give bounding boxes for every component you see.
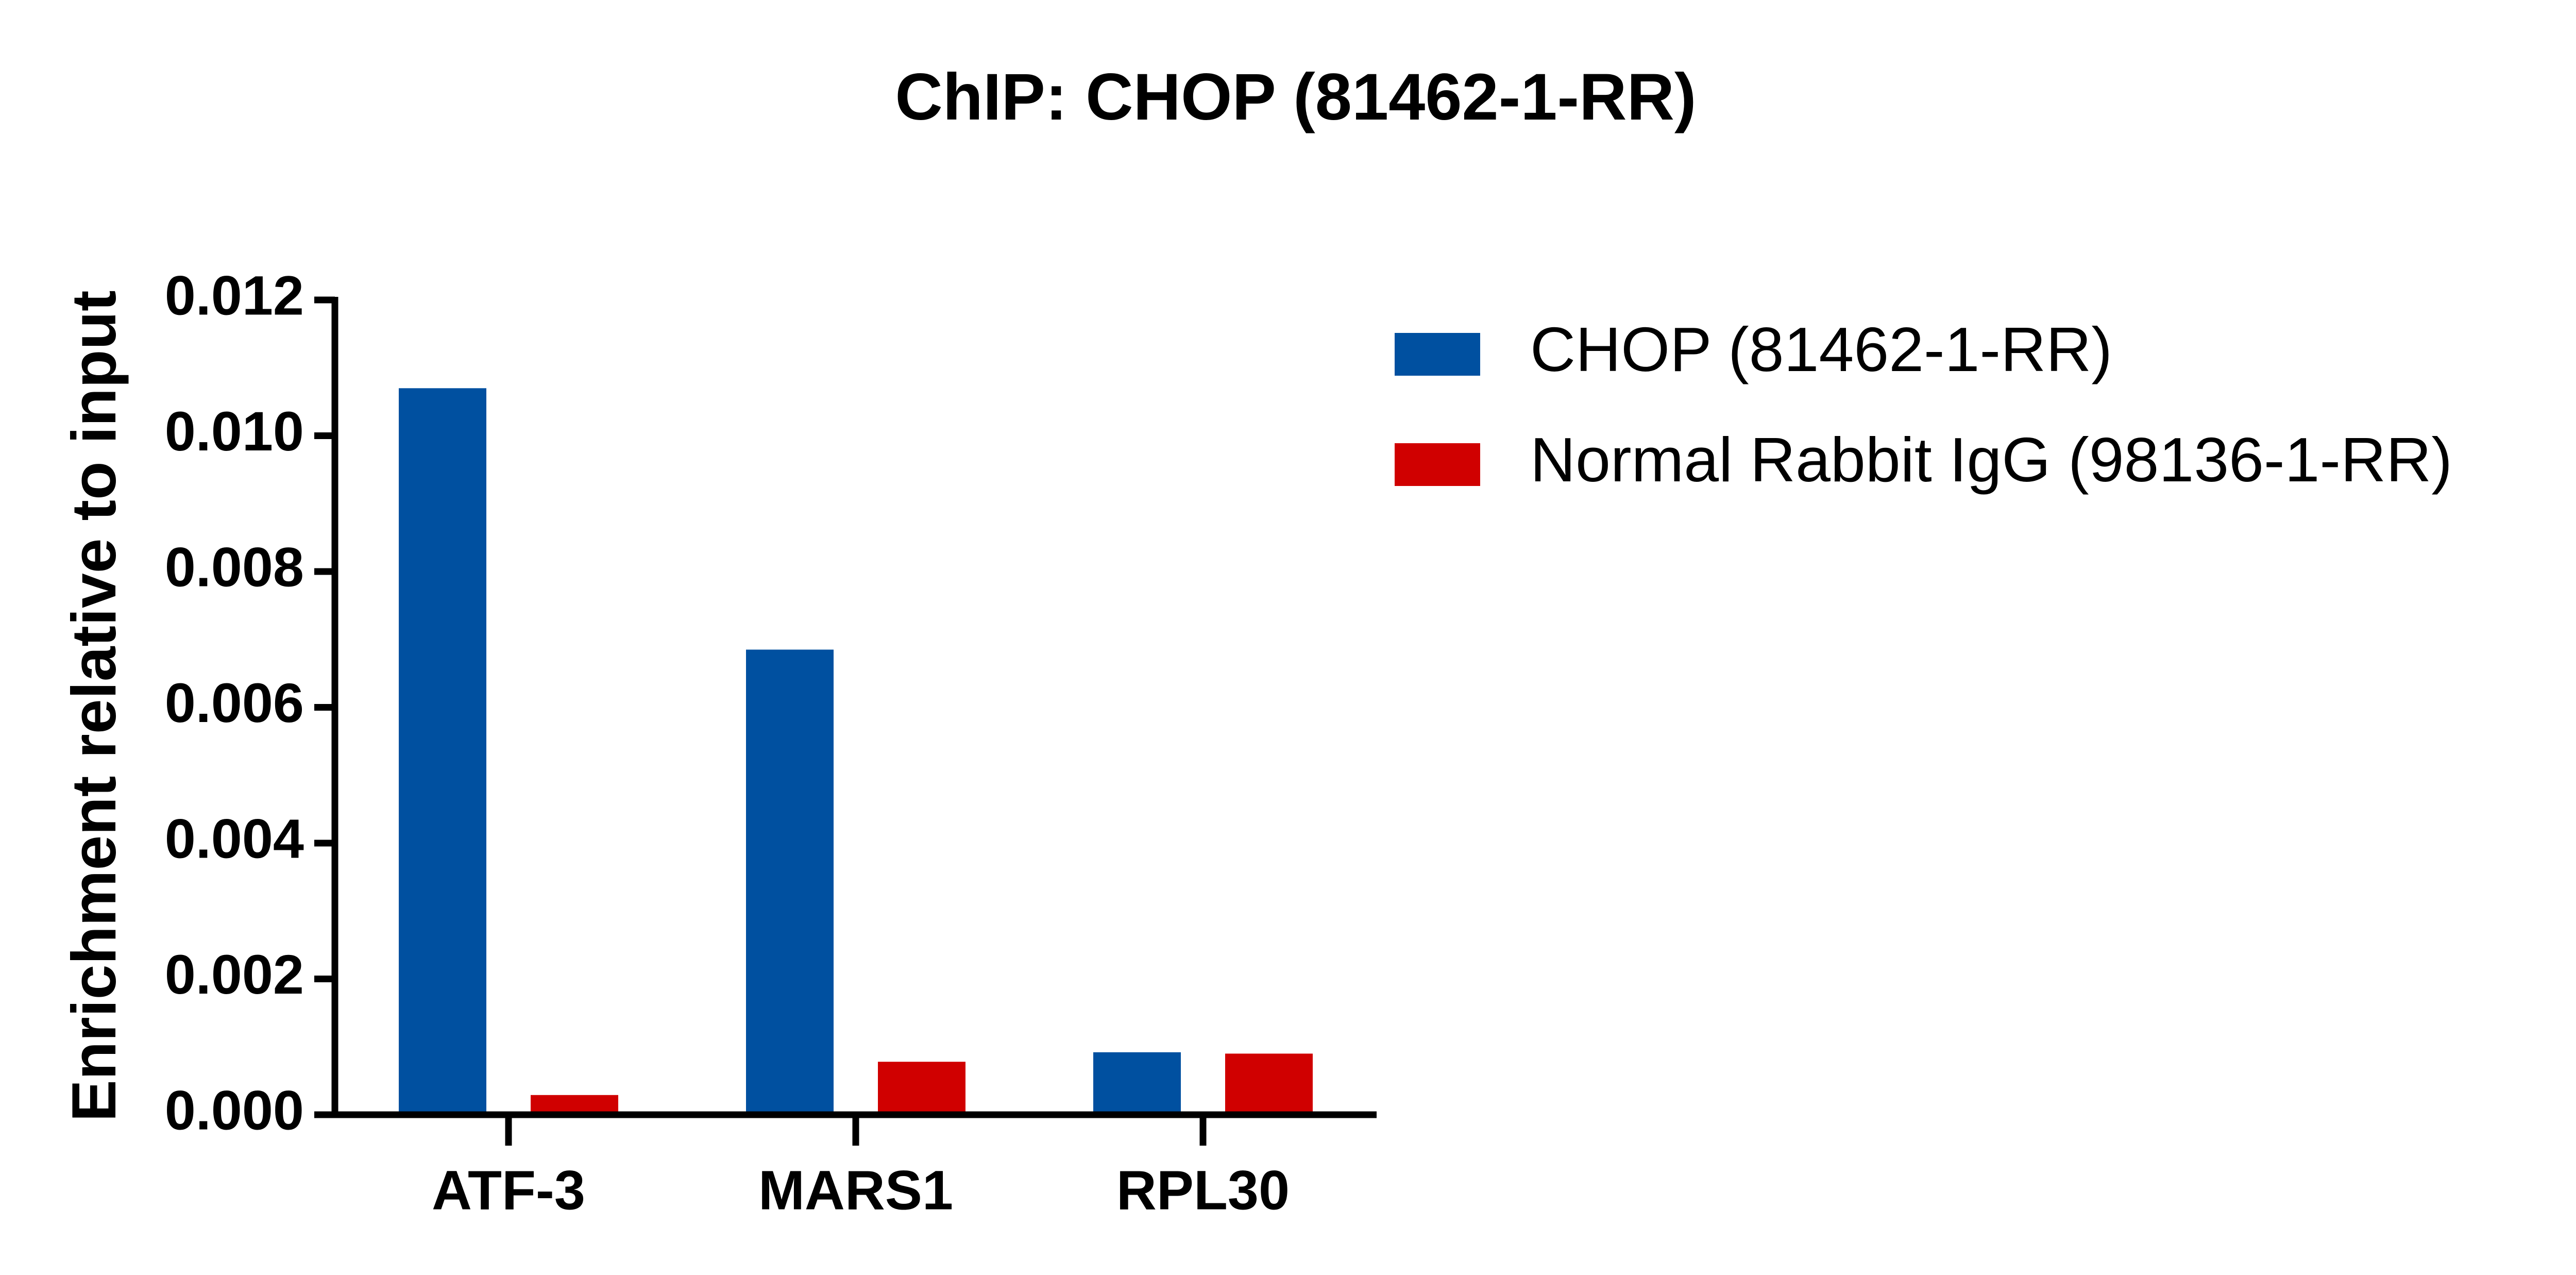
legend-label: Normal Rabbit IgG (98136-1-RR): [1530, 425, 2452, 495]
bar: [746, 649, 834, 1115]
legend-swatch: [1395, 443, 1480, 486]
y-axis-label: Enrichment relative to input: [59, 290, 129, 1121]
y-tick-label: 0.012: [165, 264, 304, 327]
x-tick-label: ATF-3: [432, 1159, 585, 1221]
bar: [399, 388, 486, 1115]
chart-title: ChIP: CHOP (81462-1-RR): [895, 60, 1696, 134]
bar: [878, 1062, 965, 1115]
y-tick-label: 0.004: [165, 808, 304, 870]
y-tick-label: 0.000: [165, 1079, 304, 1142]
y-tick-label: 0.010: [165, 400, 304, 462]
legend-swatch: [1395, 333, 1480, 376]
y-tick-label: 0.008: [165, 536, 304, 598]
y-tick-label: 0.002: [165, 943, 304, 1005]
bar: [1225, 1053, 1313, 1115]
legend-label: CHOP (81462-1-RR): [1530, 314, 2112, 384]
x-tick-label: RPL30: [1116, 1159, 1290, 1221]
y-tick-label: 0.006: [165, 672, 304, 734]
x-tick-label: MARS1: [758, 1159, 953, 1221]
bar: [1093, 1052, 1181, 1115]
